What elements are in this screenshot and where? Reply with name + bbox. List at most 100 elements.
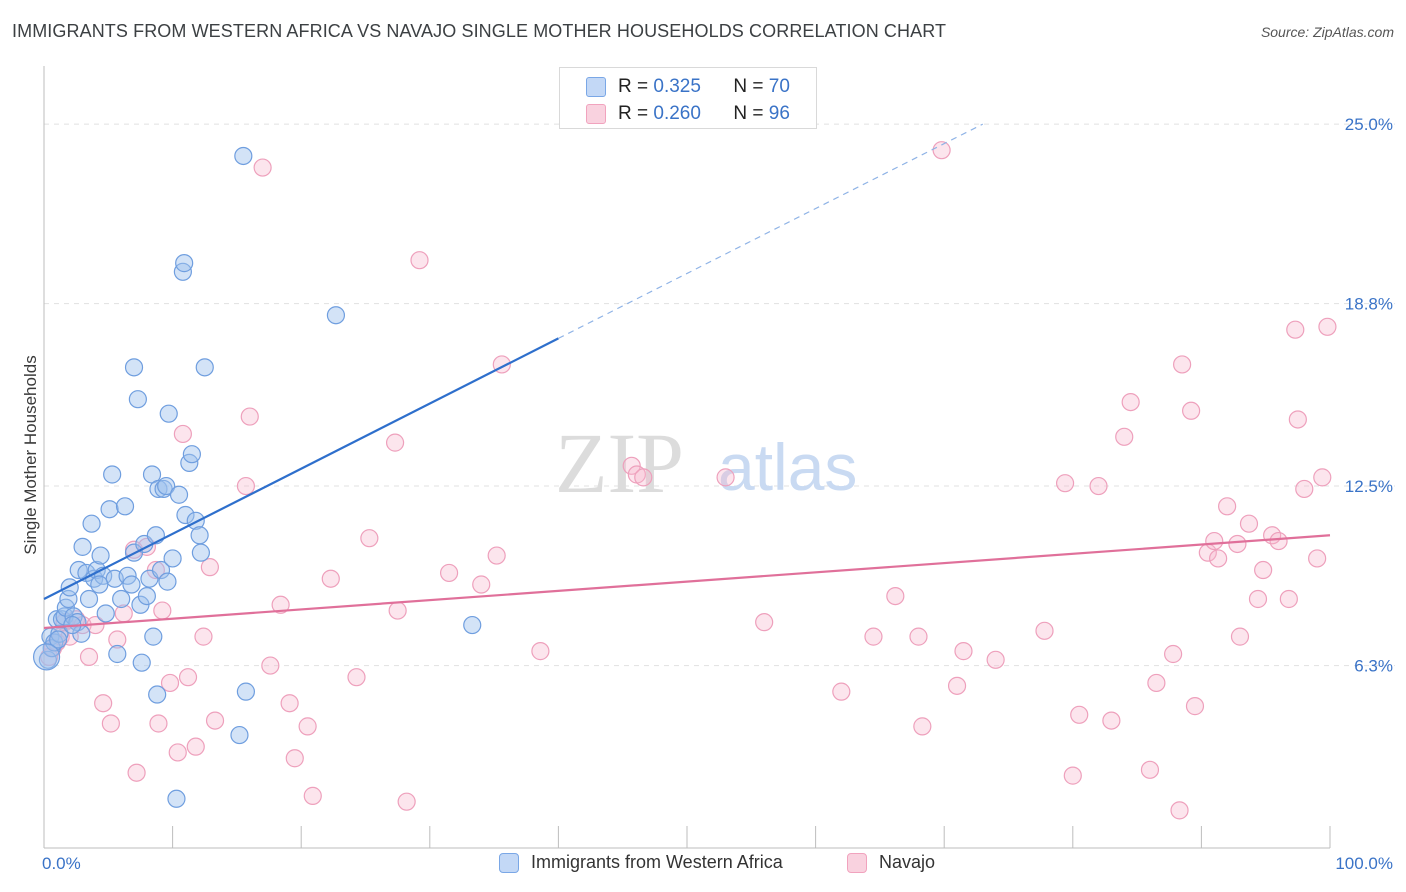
legend-r-label: R =	[618, 103, 649, 124]
point-western-africa	[38, 650, 57, 669]
point-navajo	[321, 569, 340, 588]
point-navajo	[1115, 427, 1134, 446]
trend-line-navajo	[43, 534, 1331, 630]
point-western-africa-cluster	[32, 643, 61, 671]
tick-labels: 6.3% 12.5% 18.8% 25.0% 0.0% 100.0%	[42, 115, 1393, 873]
point-navajo	[634, 468, 653, 487]
legend-r-label: R =	[618, 76, 649, 97]
point-navajo	[1035, 621, 1054, 640]
legend-swatch-blue	[586, 77, 606, 97]
point-western-africa	[175, 254, 194, 273]
point-western-africa	[73, 537, 92, 556]
point-navajo	[909, 627, 928, 646]
point-navajo	[755, 613, 774, 632]
point-western-africa	[182, 445, 201, 464]
watermark: ZIP atlas	[555, 415, 857, 511]
point-navajo	[194, 627, 213, 646]
x-tick-label: 100.0%	[1335, 854, 1393, 873]
point-navajo	[954, 642, 973, 661]
point-western-africa	[144, 627, 163, 646]
point-western-africa	[49, 630, 68, 649]
point-western-africa	[151, 560, 171, 580]
point-navajo	[410, 251, 429, 270]
point-navajo	[1308, 549, 1327, 568]
point-navajo	[178, 668, 198, 687]
point-navajo	[1218, 497, 1237, 516]
point-navajo	[261, 656, 280, 675]
point-navajo	[303, 786, 322, 805]
point-navajo	[1205, 531, 1224, 551]
point-western-africa	[115, 497, 135, 516]
legend-swatch-blue	[499, 852, 519, 873]
point-western-africa	[137, 586, 156, 606]
chart-title: IMMIGRANTS FROM WESTERN AFRICA VS NAVAJO…	[12, 21, 947, 41]
legend-label: Navajo	[879, 852, 936, 872]
point-navajo	[487, 546, 506, 565]
point-navajo	[1164, 644, 1183, 664]
point-navajo	[947, 676, 967, 695]
point-western-africa	[132, 653, 151, 672]
point-navajo	[832, 682, 851, 701]
watermark-zip: ZIP	[555, 415, 684, 511]
point-navajo	[1228, 534, 1247, 554]
point-western-africa	[122, 575, 141, 594]
point-western-africa	[167, 789, 186, 808]
y-axis-label: Single Mother Households	[21, 355, 40, 554]
point-western-africa	[159, 404, 178, 423]
point-navajo	[397, 792, 416, 811]
x-tick-label: 0.0%	[42, 854, 81, 873]
point-western-africa	[163, 549, 182, 568]
point-navajo	[186, 737, 205, 756]
point-navajo	[932, 141, 951, 160]
point-western-africa	[191, 543, 210, 562]
point-navajo	[1170, 801, 1189, 820]
point-navajo	[913, 717, 932, 736]
point-western-africa	[148, 685, 167, 704]
point-navajo	[101, 714, 120, 733]
point-navajo	[1089, 476, 1108, 496]
point-navajo	[1254, 560, 1273, 580]
point-navajo	[472, 575, 491, 594]
trend-lines	[43, 123, 1331, 630]
point-western-africa	[158, 572, 177, 591]
y-tick-label: 25.0%	[1345, 115, 1393, 134]
legend-swatch-pink	[847, 852, 867, 873]
point-western-africa	[124, 358, 144, 377]
point-western-africa	[96, 604, 115, 623]
point-navajo	[1063, 766, 1082, 785]
point-western-africa	[169, 485, 189, 504]
legend-row-navajo: R = 0.260 N = 96	[586, 101, 790, 127]
point-navajo	[1070, 705, 1089, 724]
legend-swatch-pink	[586, 104, 606, 124]
point-navajo	[108, 630, 127, 649]
point-navajo	[531, 642, 550, 661]
point-navajo	[240, 407, 259, 426]
point-navajo	[1313, 468, 1332, 487]
point-navajo	[1102, 711, 1121, 730]
point-navajo	[1055, 474, 1075, 493]
point-navajo	[886, 586, 905, 606]
point-navajo	[347, 668, 366, 687]
point-western-africa	[118, 566, 137, 585]
point-western-africa	[112, 589, 131, 609]
point-navajo	[716, 468, 735, 487]
point-navajo	[864, 627, 883, 646]
point-navajo	[200, 558, 219, 577]
gridlines	[44, 123, 1395, 667]
point-navajo	[79, 647, 99, 666]
legend-item-navajo: Navajo	[847, 852, 935, 873]
legend-n-label: N =	[733, 103, 764, 124]
y-tick-label: 18.8%	[1345, 295, 1393, 314]
trend-line-western-africa	[43, 337, 559, 600]
source-label: Source: ZipAtlas.com	[1260, 24, 1394, 40]
point-western-africa	[236, 682, 256, 701]
point-navajo	[986, 650, 1005, 669]
trend-line-western-africa-extension	[558, 123, 984, 339]
point-navajo	[153, 601, 172, 620]
point-western-africa	[82, 514, 101, 533]
point-navajo	[385, 433, 405, 452]
point-navajo	[439, 563, 459, 583]
point-navajo	[160, 673, 180, 693]
point-western-africa	[195, 358, 214, 377]
